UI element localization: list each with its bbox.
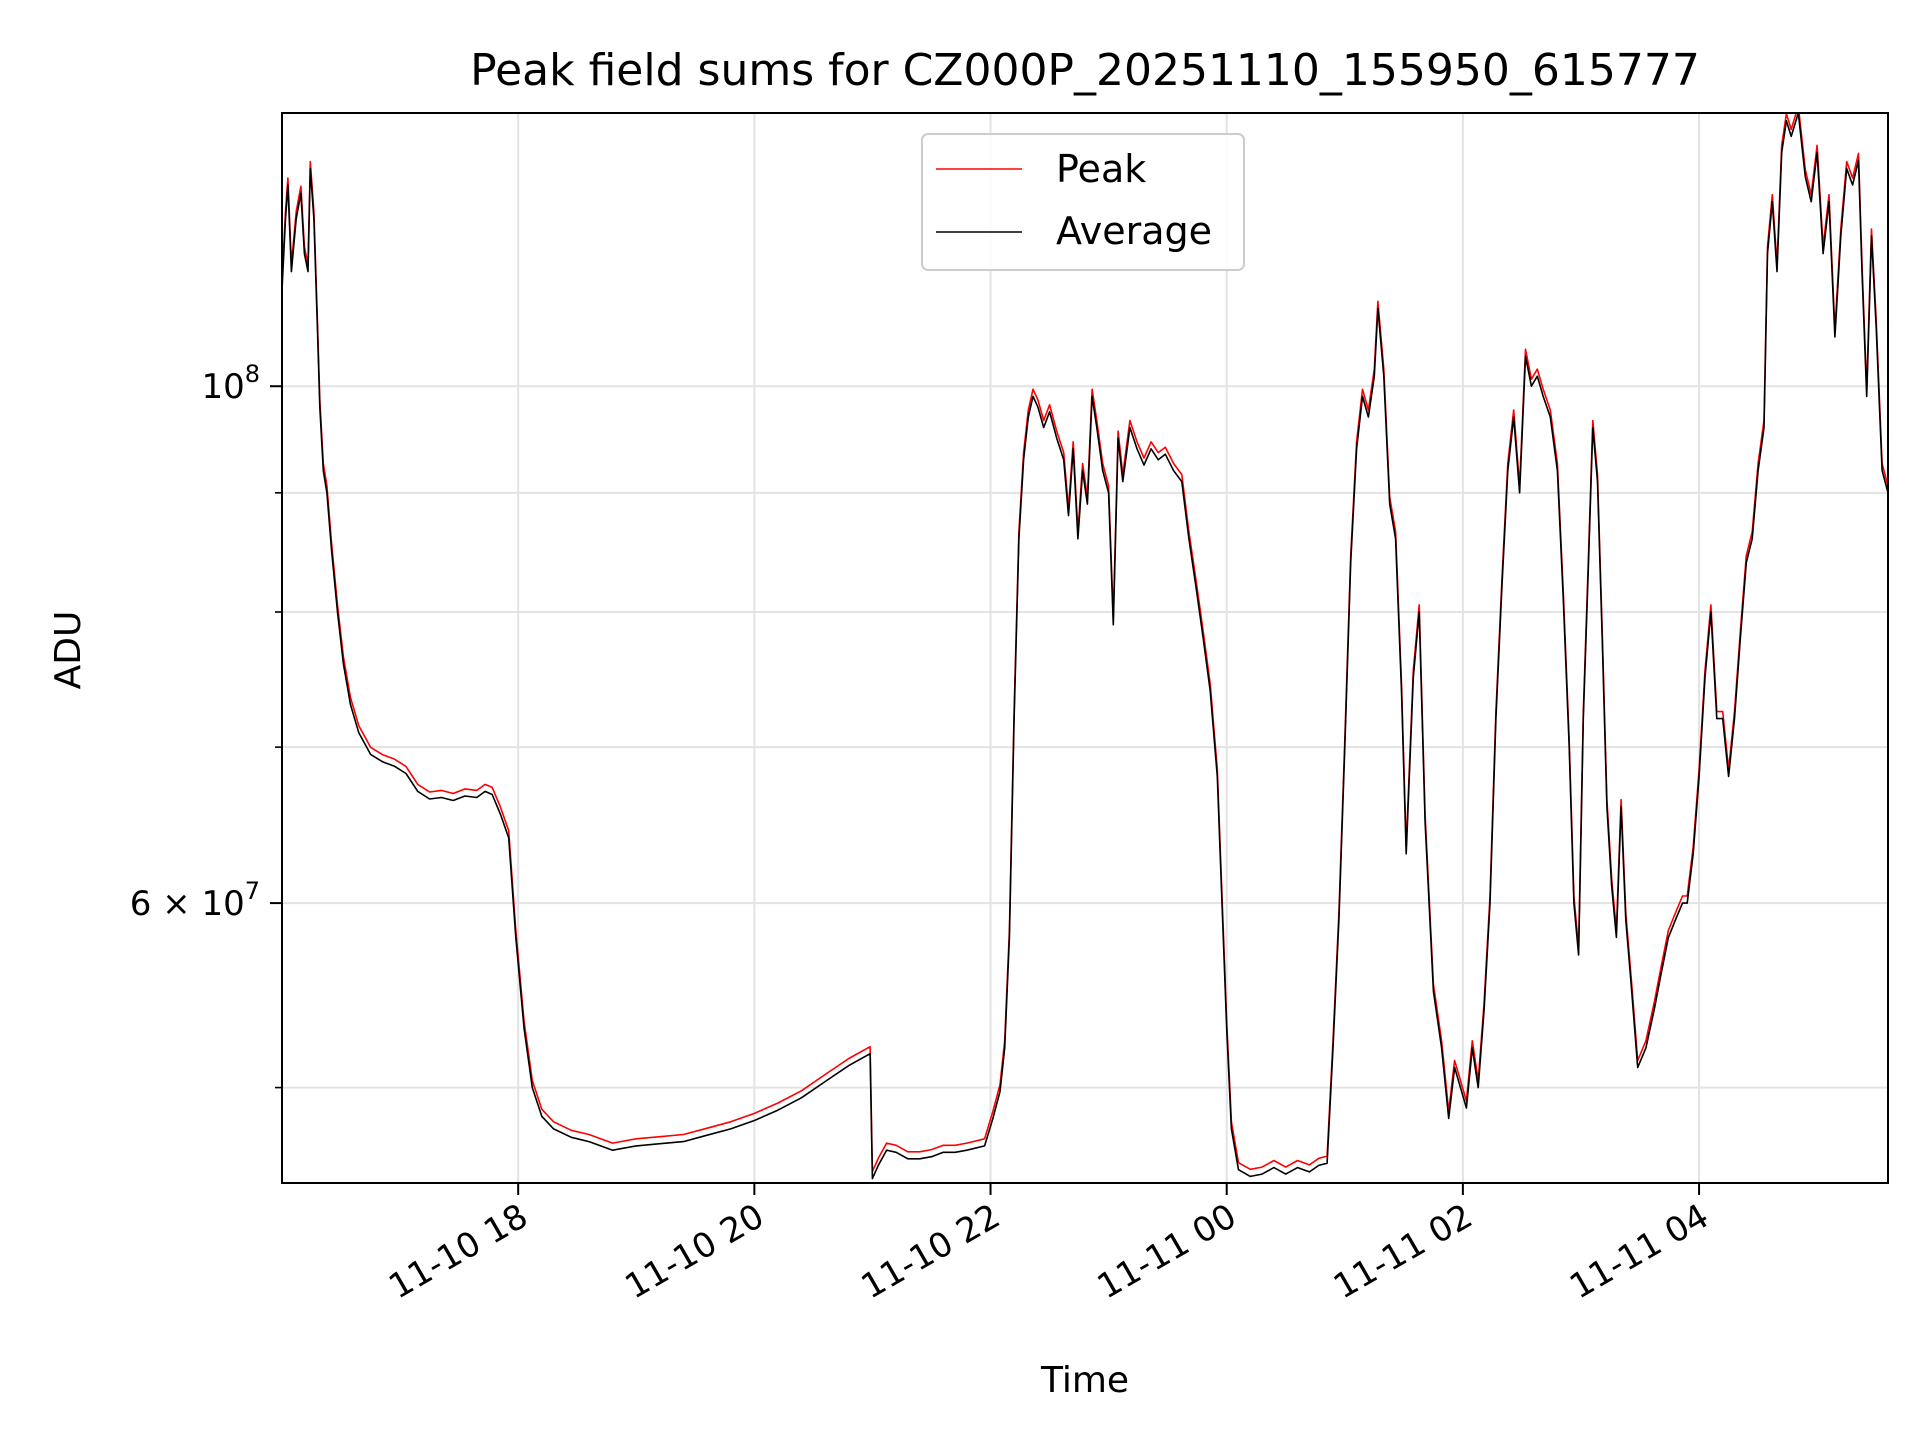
legend-box — [921, 133, 1245, 271]
legend-label-average: Average — [1056, 209, 1212, 253]
series-lines — [282, 113, 1888, 1180]
x-axis-label: Time — [1040, 1360, 1129, 1401]
y-tick-label: 6 × 107 — [130, 877, 260, 924]
y-tick-label: 108 — [201, 360, 260, 407]
legend-label-peak: Peak — [1056, 147, 1146, 191]
series-line-average — [282, 113, 1888, 1180]
y-axis-label: ADU — [48, 611, 89, 690]
chart-title: Peak field sums for CZ000P_20251110_1559… — [470, 45, 1700, 96]
plot-frame — [281, 112, 1889, 1184]
legend: Peak Average — [921, 133, 1245, 271]
